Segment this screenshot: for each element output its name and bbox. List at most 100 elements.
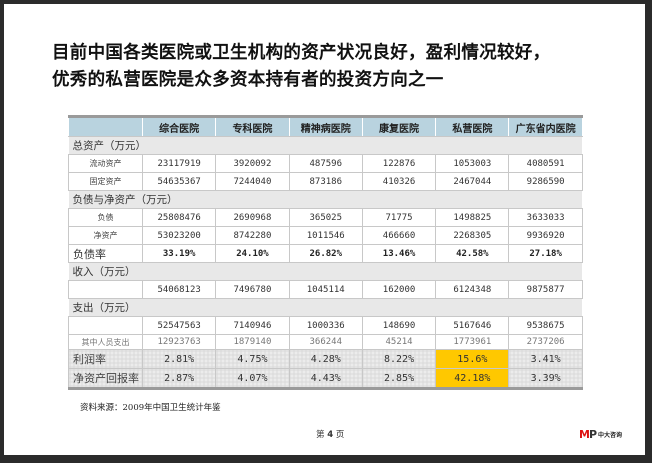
page-suffix: 页 (335, 430, 345, 440)
section-income: 收入（万元） (68, 262, 583, 281)
table-cell: 25808476 (141, 208, 217, 227)
table-row-expense: 52547563 7140946 1000336 148690 5167646 … (68, 316, 583, 335)
table-cell: 2737206 (508, 334, 583, 350)
title-line-1: 目前中国各类医院或卫生机构的资产状况良好，盈利情况较好， (52, 43, 551, 63)
header-guangdong-hospital: 广东省内医院 (508, 115, 583, 137)
table-cell: 33.19% (141, 244, 217, 263)
table-cell: 24.10% (215, 244, 290, 263)
table-cell: 1773961 (435, 334, 510, 350)
page-number: 第 4 页 (316, 428, 344, 440)
table-cell: 9875877 (508, 280, 583, 299)
table-cell: 13.46% (361, 244, 437, 263)
table-cell: 487596 (288, 154, 363, 173)
table-cell: 410326 (361, 172, 437, 191)
row-label (68, 280, 143, 299)
table-cell: 26.82% (288, 244, 363, 263)
table-cell: 9538675 (508, 316, 583, 335)
section-label: 支出（万元） (68, 298, 583, 317)
slide-page: 目前中国各类医院或卫生机构的资产状况良好，盈利情况较好， 优秀的私营医院是众多资… (4, 4, 645, 455)
table-cell: 2.85% (361, 368, 437, 390)
table-cell: 2690968 (215, 208, 290, 227)
table-header-row: 综合医院 专科医院 精神病医院 康复医院 私营医院 广东省内医院 (68, 115, 583, 137)
table-cell: 42.58% (435, 244, 510, 263)
header-psychiatric-hospital: 精神病医院 (288, 115, 363, 137)
header-cell-blank (68, 115, 143, 137)
table-cell: 148690 (361, 316, 437, 335)
table-cell: 27.18% (508, 244, 583, 263)
hospital-assets-table: 综合医院 专科医院 精神病医院 康复医院 私营医院 广东省内医院 总资产（万元）… (68, 115, 583, 390)
logo-text: 中大咨询 (598, 432, 623, 439)
table-cell: 54068123 (141, 280, 217, 299)
table-cell: 7140946 (215, 316, 290, 335)
table-cell: 9286590 (508, 172, 583, 191)
header-rehab-hospital: 康复医院 (361, 115, 437, 137)
source-note: 资料来源：2009年中国卫生统计年鉴 (80, 403, 221, 413)
table-cell: 873186 (288, 172, 363, 191)
row-label: 净资产回报率 (68, 368, 143, 390)
table-cell: 2467044 (435, 172, 510, 191)
table-cell: 3920092 (215, 154, 290, 173)
logo-mark-icon: MP (579, 428, 597, 441)
header-specialty-hospital: 专科医院 (215, 115, 290, 137)
table-cell: 52547563 (141, 316, 217, 335)
table-cell: 2.87% (141, 368, 217, 390)
table-cell: 2.81% (141, 349, 217, 369)
table-cell: 4080591 (508, 154, 583, 173)
company-logo: MP 中大咨询 (579, 428, 622, 441)
title-line-2: 优秀的私营医院是众多资本持有者的投资方向之一 (52, 70, 444, 90)
table-cell: 4.28% (288, 349, 363, 369)
table-row-fixed-assets: 固定资产 54635367 7244040 873186 410326 2467… (68, 172, 583, 191)
table-cell: 1053003 (435, 154, 510, 173)
table-cell: 3.41% (508, 349, 583, 369)
section-total-assets: 总资产（万元） (68, 136, 583, 155)
table-row-staff-expense: 其中人员支出 12923763 1879140 366244 45214 177… (68, 334, 583, 350)
table-row-current-assets: 流动资产 23117919 3920092 487596 122876 1053… (68, 154, 583, 173)
row-label: 净资产 (68, 226, 143, 245)
header-general-hospital: 综合医院 (141, 115, 217, 137)
table-cell: 9936920 (508, 226, 583, 245)
table-cell: 4.43% (288, 368, 363, 390)
table-cell: 1498825 (435, 208, 510, 227)
highlighted-cell: 42.18% (435, 368, 510, 390)
row-label: 负债率 (68, 244, 143, 263)
table-row-income: 54068123 7496780 1045114 162000 6124348 … (68, 280, 583, 299)
table-cell: 122876 (361, 154, 437, 173)
table-cell: 8742280 (215, 226, 290, 245)
table-cell: 53023200 (141, 226, 217, 245)
table-cell: 3.39% (508, 368, 583, 390)
section-label: 收入（万元） (68, 262, 583, 281)
table-cell: 466660 (361, 226, 437, 245)
table-cell: 1045114 (288, 280, 363, 299)
table-cell: 7496780 (215, 280, 290, 299)
table-cell: 4.75% (215, 349, 290, 369)
table-row-profit-rate: 利润率 2.81% 4.75% 4.28% 8.22% 15.6% 3.41% (68, 349, 583, 369)
table-cell: 365025 (288, 208, 363, 227)
table-cell: 54635367 (141, 172, 217, 191)
table-cell: 3633033 (508, 208, 583, 227)
page-prefix: 第 (316, 430, 325, 440)
table-cell: 2268305 (435, 226, 510, 245)
table-row-net-assets: 净资产 53023200 8742280 1011546 466660 2268… (68, 226, 583, 245)
table-cell: 12923763 (141, 334, 217, 350)
table-cell: 45214 (361, 334, 437, 350)
row-label (68, 316, 143, 335)
header-private-hospital: 私营医院 (435, 115, 510, 137)
table-cell: 1000336 (288, 316, 363, 335)
section-liabilities-net-assets: 负债与净资产（万元） (68, 190, 583, 209)
table-cell: 6124348 (435, 280, 510, 299)
table-cell: 1011546 (288, 226, 363, 245)
row-label: 其中人员支出 (68, 334, 143, 350)
table-row-liabilities: 负债 25808476 2690968 365025 71775 1498825… (68, 208, 583, 227)
table-cell: 5167646 (435, 316, 510, 335)
table-row-debt-ratio: 负债率 33.19% 24.10% 26.82% 13.46% 42.58% 2… (68, 244, 583, 263)
slide-title: 目前中国各类医院或卫生机构的资产状况良好，盈利情况较好， 优秀的私营医院是众多资… (52, 40, 550, 94)
row-label: 固定资产 (68, 172, 143, 191)
table-cell: 23117919 (141, 154, 217, 173)
section-label: 负债与净资产（万元） (68, 190, 583, 209)
table-cell: 8.22% (361, 349, 437, 369)
table-cell: 71775 (361, 208, 437, 227)
logo-mark-m: M (579, 428, 590, 441)
logo-mark-p: P (588, 428, 597, 441)
section-label: 总资产（万元） (68, 136, 583, 155)
table-cell: 162000 (361, 280, 437, 299)
